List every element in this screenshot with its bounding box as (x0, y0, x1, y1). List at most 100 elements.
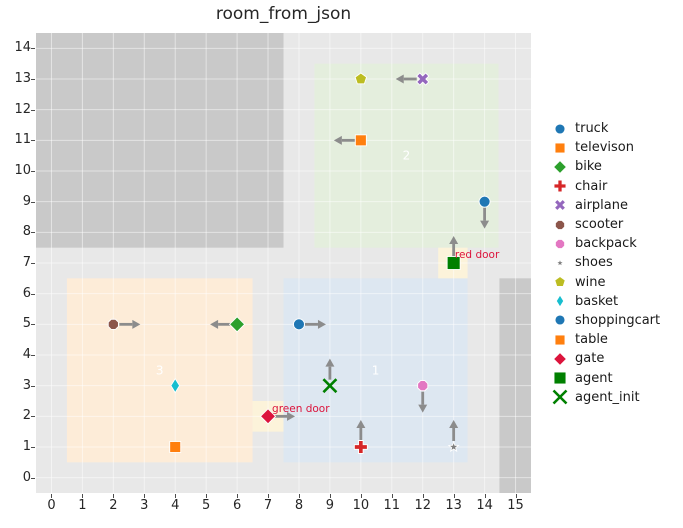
plot-area: 2 3 1 red door green door (36, 33, 531, 493)
legend-marker-airplane (553, 199, 566, 212)
x-tick-mark (329, 494, 331, 498)
x-tick-mark (268, 494, 270, 498)
y-tick-label: 7 (22, 255, 31, 271)
annotation-green-door: green door (272, 403, 330, 415)
x-tick-mark (298, 494, 300, 498)
chart-title: room_from_json (215, 4, 352, 24)
legend-label: gate (575, 351, 605, 367)
backpack-marker-icon (554, 238, 565, 249)
legend-marker-agent (553, 371, 566, 385)
y-tick-label: 9 (22, 193, 31, 209)
x-tick-label: 2 (109, 498, 118, 513)
legend-item-bike: bike (546, 157, 660, 176)
y-tick-mark (31, 385, 35, 387)
y-tick-mark (31, 109, 35, 111)
x-tick-label: 1 (78, 498, 87, 513)
gate-legend-icon (546, 350, 573, 368)
y-tick-label: 3 (22, 377, 31, 393)
y-tick-mark (31, 324, 35, 326)
y-tick-label: 13 (14, 71, 31, 87)
y-tick-label: 0 (22, 469, 31, 485)
backpack-legend-icon (546, 235, 573, 253)
x-tick-mark (82, 494, 84, 498)
x-tick-label: 8 (294, 498, 304, 513)
x-tick-mark (360, 494, 362, 498)
agent-marker-icon (553, 371, 566, 385)
legend-marker-gate (552, 351, 567, 366)
x-tick-mark (206, 494, 208, 498)
y-tick-label: 14 (14, 40, 31, 56)
legend-label: agent (575, 370, 613, 386)
x-tick-mark (453, 494, 455, 498)
heading-arrow-agent_init (325, 358, 335, 380)
legend-item-agent_init: agent_init (546, 388, 660, 407)
y-tick-mark (31, 140, 35, 142)
legend-item-airplane: airplane (546, 196, 660, 215)
airplane-marker-icon (553, 199, 566, 212)
x-tick-label: 14 (476, 498, 493, 513)
region-room-3 (66, 278, 253, 463)
heading-arrow-bike (210, 319, 232, 329)
x-tick-label: 12 (414, 498, 431, 513)
agent_init-legend-icon (546, 388, 573, 406)
y-tick-label: 5 (22, 316, 31, 332)
x-tick-label: 6 (232, 498, 242, 513)
legend-label: chair (575, 178, 608, 194)
legend-item-chair: chair (546, 177, 660, 196)
y-tick-mark (31, 171, 35, 172)
marker-shoppingcart (293, 318, 305, 331)
heading-arrow-chair (356, 420, 366, 441)
basket-marker-icon (555, 294, 564, 309)
x-tick-label: 0 (47, 498, 56, 513)
gate-marker-icon (552, 351, 567, 366)
legend-label: truck (575, 121, 609, 137)
y-tick-mark (31, 293, 35, 295)
marker-wine (354, 72, 368, 85)
x-tick-mark (237, 494, 239, 498)
heading-arrow-agent (449, 236, 459, 257)
legend-item-wine: wine (546, 273, 660, 292)
plot-canvas: 2 3 1 red door green door (36, 33, 531, 493)
x-tick-label: 9 (325, 498, 335, 513)
y-tick-label: 12 (14, 101, 31, 117)
legend-marker-agent_init (552, 389, 567, 405)
region-label-3: 3 (156, 363, 164, 377)
scooter-legend-icon (546, 216, 573, 234)
y-tick-mark (31, 79, 35, 80)
y-tick-label: 4 (22, 347, 31, 363)
marker-backpack (417, 380, 429, 392)
airplane-legend-icon (546, 196, 573, 214)
marker-scooter (107, 318, 119, 330)
x-tick-label: 3 (140, 498, 149, 513)
heading-arrow-airplane (395, 74, 417, 84)
truck-legend-icon (546, 120, 573, 138)
region-label-1: 1 (372, 363, 380, 377)
legend-item-scooter: scooter (546, 215, 660, 234)
shoes-marker-icon (554, 257, 565, 268)
wine-legend-icon (546, 273, 573, 291)
heading-arrow-gate (274, 411, 296, 421)
heading-arrow-truck (480, 207, 490, 229)
x-tick-mark (175, 494, 177, 498)
legend-marker-scooter (554, 219, 565, 230)
x-tick-mark (391, 494, 393, 498)
legend-label: agent_init (575, 389, 640, 405)
legend-marker-wine (553, 276, 566, 287)
legend-label: shoppingcart (575, 312, 661, 328)
agent_init-marker-icon (552, 389, 567, 405)
x-tick-label: 10 (352, 498, 370, 513)
legend-label: table (575, 332, 608, 348)
legend: truck televison bike chair airplane scooter ba… (546, 119, 660, 407)
legend-label: backpack (575, 236, 637, 252)
legend-marker-table (554, 334, 565, 346)
marker-televison (354, 134, 367, 147)
marker-airplane (416, 72, 430, 86)
bike-marker-icon (552, 159, 567, 175)
region-room-1 (283, 278, 468, 463)
legend-item-backpack: backpack (546, 234, 660, 253)
heading-arrow-scooter (119, 319, 141, 329)
heading-arrow-shoppingcart (304, 319, 326, 329)
agent-legend-icon (546, 369, 573, 387)
legend-item-shoes: shoes (546, 253, 660, 272)
